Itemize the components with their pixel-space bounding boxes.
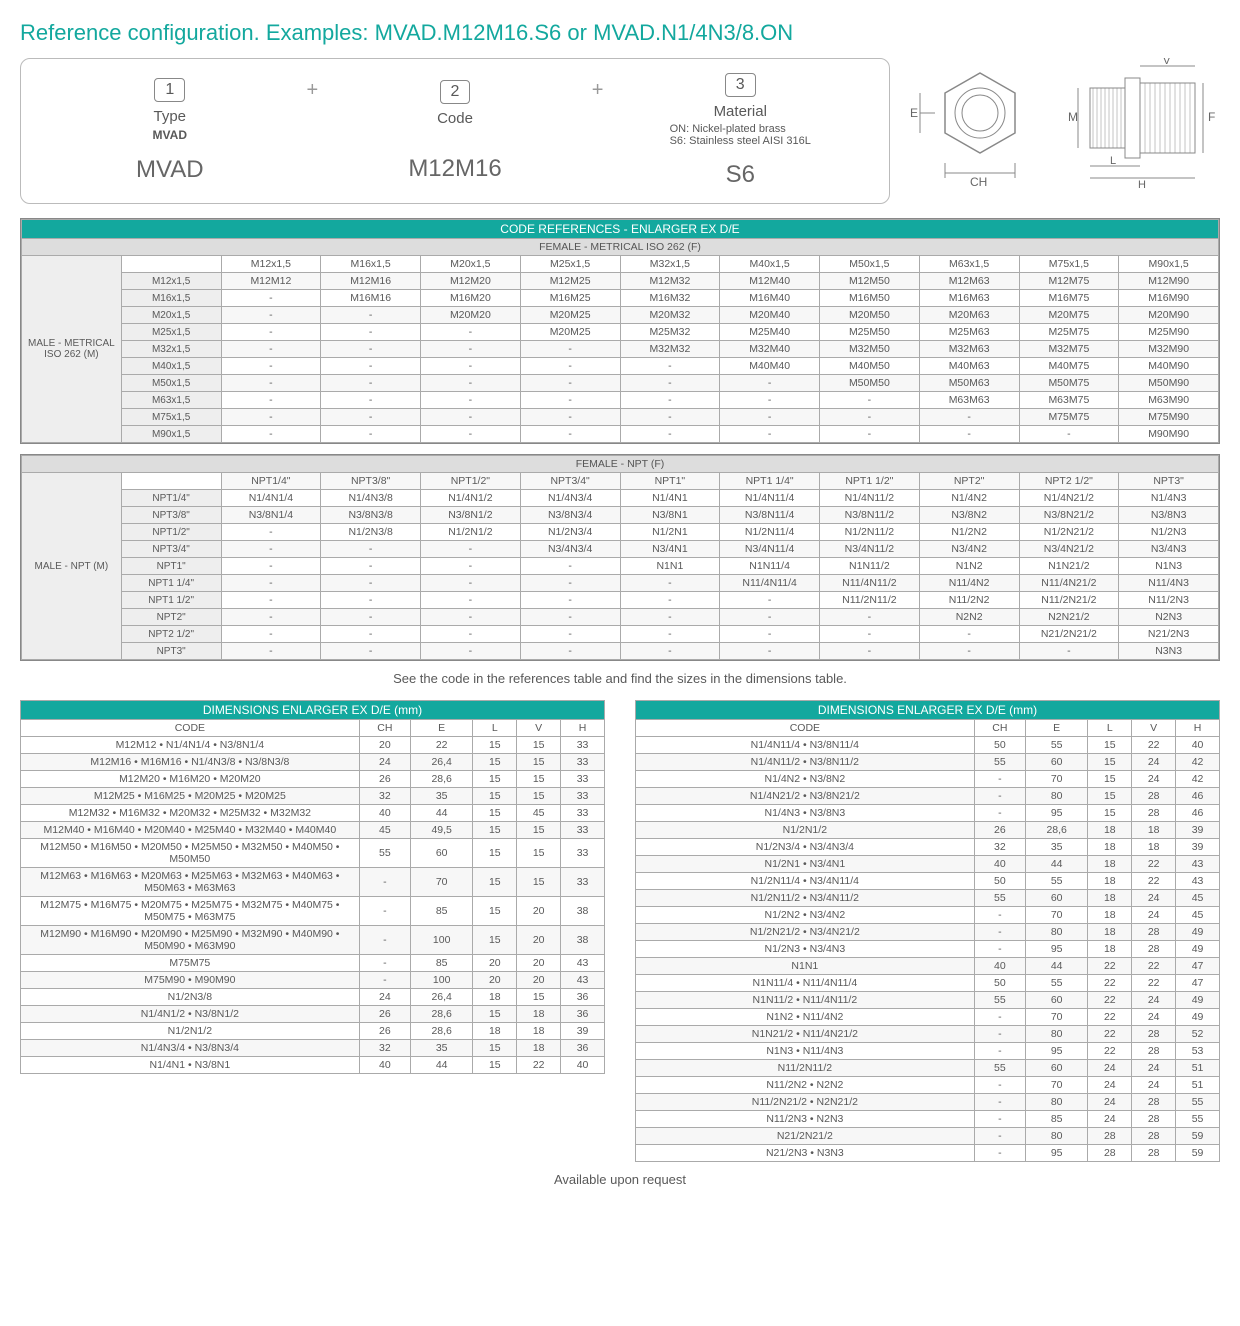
svg-text:F: F <box>1208 110 1215 124</box>
config-box: 1 Type MVAD MVAD + 2 Code M12M16 + 3 Mat… <box>20 58 890 204</box>
plus2: + <box>580 79 616 102</box>
note2: Available upon request <box>20 1172 1220 1187</box>
page-title: Reference configuration. Examples: MVAD.… <box>20 20 1220 46</box>
config1-label: Type <box>45 108 295 125</box>
tech-drawing: E CH V M F L H <box>910 58 1220 188</box>
code-table-metrical: CODE REFERENCES - ENLARGER EX D/EFEMALE … <box>20 218 1220 444</box>
svg-text:L: L <box>1110 155 1116 167</box>
svg-text:M: M <box>1068 110 1078 124</box>
config2-num: 2 <box>440 80 471 104</box>
plus1: + <box>295 79 331 102</box>
svg-text:V: V <box>1163 58 1171 67</box>
dim-table-2: DIMENSIONS ENLARGER EX D/E (mm)CODECHELV… <box>635 700 1220 1162</box>
svg-text:CH: CH <box>970 175 987 188</box>
config1-bold: MVAD <box>45 128 295 142</box>
note1: See the code in the references table and… <box>20 671 1220 686</box>
config3-label: Material <box>615 103 865 120</box>
svg-text:E: E <box>910 106 918 120</box>
config3-num: 3 <box>725 73 756 97</box>
config2-label: Code <box>330 110 580 127</box>
dim-table-1: DIMENSIONS ENLARGER EX D/E (mm)CODECHELV… <box>20 700 605 1162</box>
config3-desc: ONON: Nickel-plated brass: Nickel-plated… <box>670 123 811 147</box>
config1-num: 1 <box>154 78 185 102</box>
config3-val: S6 <box>615 161 865 189</box>
svg-text:H: H <box>1138 179 1146 188</box>
code-table-npt: FEMALE - NPT (F)MALE - NPT (M)NPT1/4"NPT… <box>20 454 1220 661</box>
config1-val: MVAD <box>45 156 295 184</box>
config2-val: M12M16 <box>330 155 580 183</box>
